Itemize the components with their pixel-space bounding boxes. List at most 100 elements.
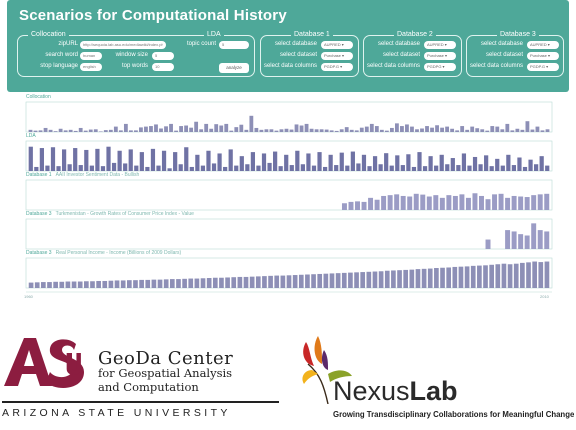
chart-4-bar bbox=[96, 280, 101, 288]
chart-1-bar bbox=[384, 153, 389, 171]
chart-0-bar bbox=[264, 129, 269, 132]
chart-0-bar bbox=[440, 127, 444, 132]
chart-4-bar bbox=[157, 279, 163, 288]
chart-1-bar bbox=[28, 146, 33, 171]
chart-0-bar bbox=[319, 129, 324, 132]
chart-0-bar bbox=[259, 129, 264, 132]
chart-4-bar bbox=[464, 266, 470, 288]
chart-4-bar bbox=[59, 281, 65, 288]
chart-0-bar bbox=[113, 126, 118, 132]
chart-0-bar bbox=[445, 126, 450, 132]
database-1-db-select[interactable]: AUPRED ▾ bbox=[321, 41, 353, 49]
chart-0-bar bbox=[289, 129, 294, 132]
chart-0-bar bbox=[495, 126, 500, 132]
chart-1-bar bbox=[139, 152, 144, 171]
chart-0-bar bbox=[63, 130, 68, 132]
chart-2-bar bbox=[381, 195, 387, 210]
chart-1-bar bbox=[500, 165, 505, 171]
chart-3-bar bbox=[518, 234, 524, 249]
database-3-db-label: select database bbox=[480, 41, 523, 47]
chart-2-bar bbox=[348, 201, 354, 210]
top-words-input[interactable] bbox=[152, 63, 174, 71]
chart-4-bar bbox=[139, 279, 144, 288]
database-3-ds-select[interactable]: Purchase ▾ bbox=[527, 52, 559, 60]
chart-0-bar bbox=[470, 126, 475, 132]
chart-0-bar bbox=[324, 129, 329, 132]
chart-4-bar bbox=[188, 278, 194, 288]
chart-4-bar bbox=[372, 271, 378, 288]
chart-1-bar bbox=[311, 165, 317, 171]
chart-4-bar bbox=[108, 280, 114, 288]
chart-4-bar bbox=[495, 264, 501, 288]
database-2-ds-label: select dataset bbox=[382, 52, 420, 58]
database-3-col-label: select data columns bbox=[469, 63, 523, 69]
chart-4-bar bbox=[415, 269, 421, 288]
chart-2-bar bbox=[426, 196, 432, 210]
chart-0-bar bbox=[530, 129, 535, 132]
chart-4-bar bbox=[120, 280, 126, 288]
topic-count-input[interactable] bbox=[219, 41, 249, 49]
analyze-button[interactable]: analyze bbox=[219, 63, 249, 73]
chart-1-bar bbox=[195, 154, 200, 171]
database-3-panel: Database 3 select database AUPRED ▾ sele… bbox=[466, 29, 564, 77]
lda-title: LDA bbox=[204, 29, 224, 41]
chart-1-bar bbox=[472, 156, 478, 171]
chart-0-bar bbox=[395, 123, 399, 132]
chart-0-bar bbox=[410, 126, 414, 132]
chart-4-bar bbox=[280, 275, 286, 288]
chart-1-bar bbox=[95, 148, 100, 171]
chart-0-bar bbox=[535, 126, 540, 132]
chart-1-bar bbox=[173, 152, 178, 171]
database-2-col-label: select data columns bbox=[366, 63, 420, 69]
chart-4-name: Database 3 bbox=[26, 250, 52, 256]
chart-1-bar bbox=[39, 148, 44, 171]
chart-4-bar bbox=[538, 262, 544, 288]
chart-0-bar bbox=[128, 130, 133, 132]
window-size-input[interactable] bbox=[152, 52, 174, 60]
database-3-col-select[interactable]: PGDP.G ▾ bbox=[527, 63, 559, 71]
search-word-input[interactable] bbox=[80, 52, 102, 60]
chart-4-bar bbox=[403, 269, 409, 288]
chart-0-bar bbox=[33, 130, 38, 132]
chart-2-bar bbox=[465, 197, 471, 210]
window-size-label: window size bbox=[115, 52, 148, 58]
chart-0-bar bbox=[384, 130, 389, 132]
chart-3-bar bbox=[544, 231, 550, 249]
chart-1-bar bbox=[439, 154, 444, 171]
chart-0-bar bbox=[525, 121, 530, 132]
chart-1-bar bbox=[372, 156, 378, 171]
chart-0-bar bbox=[520, 129, 525, 132]
chart-1-bar bbox=[361, 154, 367, 171]
chart-0-bar bbox=[480, 129, 485, 132]
chart-0-bar bbox=[229, 130, 234, 132]
chart-4-bar bbox=[212, 277, 218, 288]
database-3-ds-label: select dataset bbox=[485, 52, 523, 58]
chart-1-bar bbox=[123, 163, 128, 171]
database-3-db-select[interactable]: AUPRED ▾ bbox=[527, 41, 559, 49]
chart-2-bar bbox=[361, 201, 367, 210]
chart-1-bar bbox=[345, 165, 350, 171]
database-2-col-select[interactable]: PGDPG ▾ bbox=[424, 63, 456, 71]
search-word-label: search word bbox=[45, 52, 78, 58]
database-2-ds-select[interactable]: Purchase ▾ bbox=[424, 52, 456, 60]
stop-language-label: stop language bbox=[40, 63, 78, 69]
axis-end-label: 2010 bbox=[540, 294, 549, 299]
chart-1-bar bbox=[73, 148, 78, 171]
database-2-db-select[interactable]: AUPRED ▾ bbox=[424, 41, 456, 49]
chart-1-bar bbox=[417, 152, 422, 171]
chart-4-bar bbox=[262, 276, 267, 288]
chart-1-bar bbox=[256, 165, 261, 171]
chart-0-bar bbox=[174, 130, 178, 132]
database-1-ds-select[interactable]: Purchase ▾ bbox=[321, 52, 353, 60]
chart-4-bar bbox=[483, 265, 488, 288]
axis-start-label: 1960 bbox=[24, 294, 33, 299]
zipurl-input[interactable] bbox=[80, 41, 166, 49]
chart-1-name: LDA bbox=[26, 133, 36, 139]
chart-4-subtitle: Real Personal Income - Income (Billions … bbox=[55, 250, 182, 256]
chart-4-bar bbox=[255, 276, 261, 288]
stop-language-input[interactable] bbox=[80, 63, 102, 71]
chart-0-bar bbox=[405, 124, 409, 132]
chart-1-bar bbox=[461, 153, 467, 171]
chart-3-bar bbox=[531, 223, 537, 249]
database-1-col-select[interactable]: PGDP.G ▾ bbox=[321, 63, 353, 71]
